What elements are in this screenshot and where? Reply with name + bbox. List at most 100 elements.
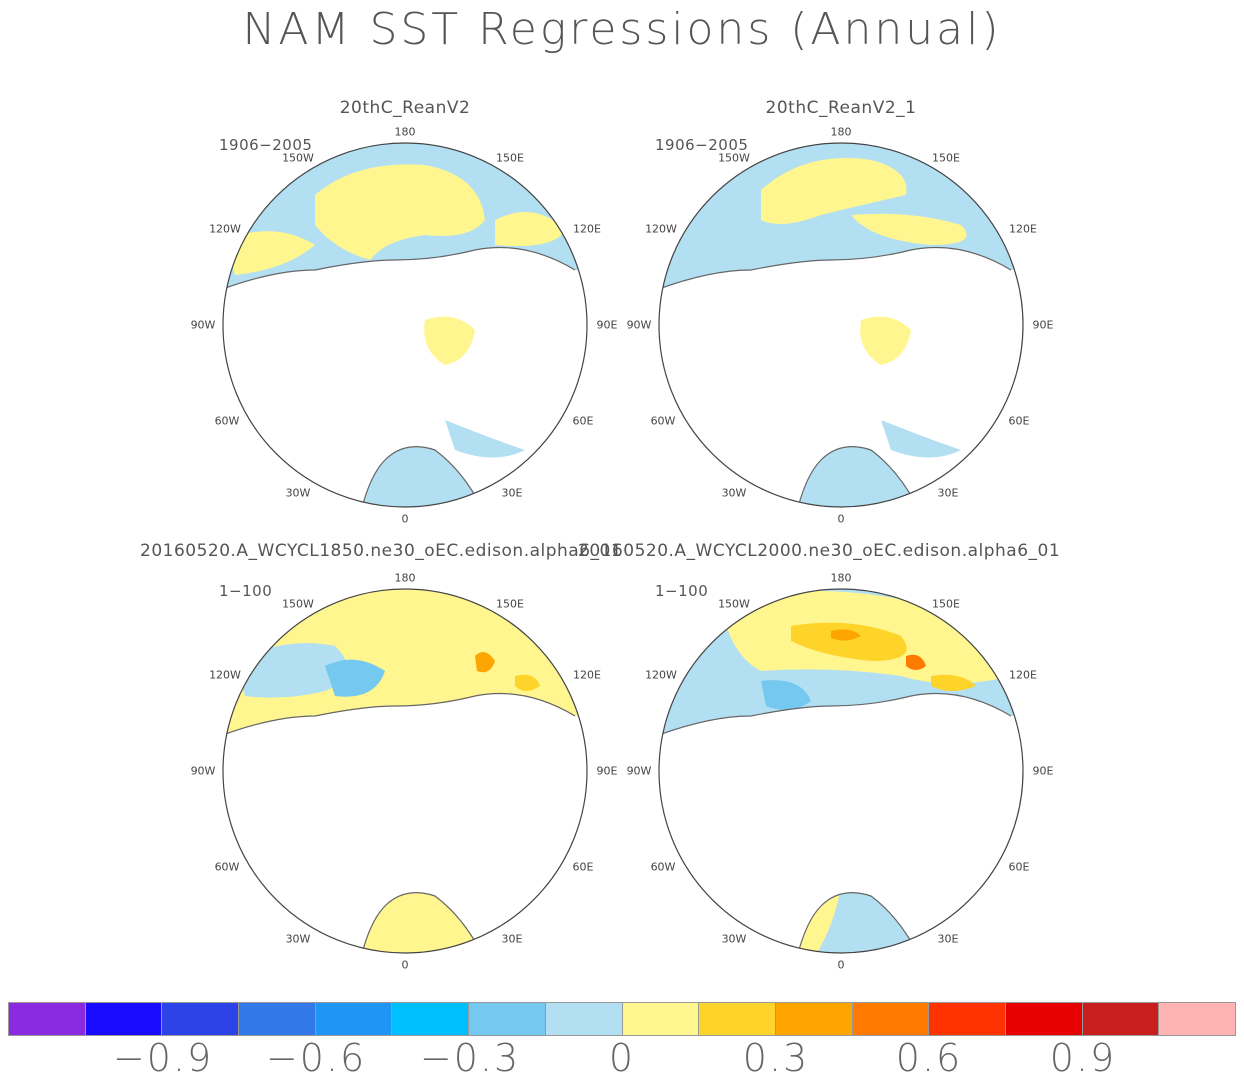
colorbar-swatch [239,1003,316,1035]
colorbar-swatch [775,1003,853,1035]
lon-label-60w: 60W [650,860,676,874]
positive-anomaly-region [495,212,565,246]
lon-label-120e: 120E [1009,668,1037,682]
map-boundary [658,142,1024,508]
lon-label-30w: 30W [285,932,311,946]
positive-anomaly-region [315,164,485,260]
lon-label-0: 0 [401,512,409,526]
positive-anomaly-region [424,316,475,365]
colorbar-swatch [162,1003,240,1035]
colorbar-tick: 0.3 [742,1036,810,1080]
panel-title: 20160520.A_WCYCL1850.ne30_oEC.edison.alp… [140,541,623,561]
lon-label-30e: 30E [937,932,959,946]
colorbar-swatch [1005,1003,1083,1035]
lon-label-60e: 60E [572,860,594,874]
lon-label-60w: 60W [214,860,240,874]
lon-label-180: 180 [394,571,416,585]
figure-title: NAM SST Regressions (Annual) [242,4,1002,55]
lon-label-0: 0 [837,512,845,526]
lon-label-90e: 90E [1032,764,1054,778]
lon-label-90e: 90E [596,318,618,332]
negative-anomaly-strong [325,659,385,697]
negative-anomaly-region [445,420,525,458]
colorbar-swatch [622,1003,700,1035]
map-boundary [222,588,588,954]
negative-anomaly-strong [761,680,811,710]
colorbar-swatch [699,1003,776,1035]
lon-label-30e: 30E [501,486,523,500]
colorbar-swatch [852,1003,930,1035]
lon-label-60e: 60E [1008,860,1030,874]
colorbar [8,1002,1236,1036]
positive-anomaly-region [851,213,967,245]
panel-title: 20thC_ReanV2 [339,98,471,118]
panel-period: 1−100 [219,582,273,600]
lon-label-120e: 120E [1009,222,1037,236]
lon-label-60e: 60E [1008,414,1030,428]
map-boundary [658,588,1024,954]
lon-label-0: 0 [837,958,845,972]
colorbar-swatch [469,1003,546,1035]
land-mask [659,247,1023,507]
panel-title: 20thC_ReanV2_1 [765,98,917,118]
lon-label-120w: 120W [209,668,241,682]
lon-label-90e: 90E [596,764,618,778]
negative-anomaly-region [881,420,961,458]
map-panel-4: 20160520.A_WCYCL2000.ne30_oEC.edison.alp… [578,541,1060,986]
land-mask [223,693,587,953]
map-panel-1: 20thC_ReanV2 1906−2005 180 150E 120E 90E… [191,98,618,540]
colorbar-swatch [392,1003,470,1035]
lon-label-90w: 90W [190,318,216,332]
lon-label-150e: 150E [932,151,960,165]
positive-anomaly-strong [475,652,495,673]
map-panel-3: 20160520.A_WCYCL1850.ne30_oEC.edison.alp… [140,541,622,986]
colorbar-tick: −0.3 [419,1036,521,1080]
colorbar-tick: 0.6 [895,1036,963,1080]
lon-label-120w: 120W [209,222,241,236]
colorbar-swatch [1082,1003,1160,1035]
map-panel-2: 20thC_ReanV2_1 1906−2005 180 150E 120E 9… [627,98,1054,540]
positive-anomaly-strong [831,629,861,641]
colorbar-tick: −0.6 [265,1036,367,1080]
lon-label-150e: 150E [496,597,524,611]
polar-map [222,588,588,954]
polar-map [658,142,1024,508]
panel-period: 1−100 [655,582,709,600]
lon-label-180: 180 [830,571,852,585]
positive-anomaly-moderate [791,622,907,661]
lon-label-90w: 90W [626,318,652,332]
positive-anomaly-region [761,158,907,224]
polar-map [222,142,588,508]
positive-anomaly-region [225,231,315,275]
lon-label-0: 0 [401,958,409,972]
colorbar-tick: −0.9 [112,1036,214,1080]
colorbar-swatch [315,1003,393,1035]
positive-anomaly-region [860,316,911,365]
lon-label-30w: 30W [721,486,747,500]
lon-label-60w: 60W [214,414,240,428]
lon-label-150w: 150W [282,597,314,611]
lon-label-150w: 150W [718,597,750,611]
lon-label-120e: 120E [573,668,601,682]
lon-label-150e: 150E [932,597,960,611]
polar-map [658,588,1024,954]
colorbar-tick: 0 [608,1036,636,1080]
lon-label-150e: 150E [496,151,524,165]
panel-period: 1906−2005 [219,136,313,154]
positive-anomaly-moderate [515,674,540,691]
lon-label-30e: 30E [937,486,959,500]
lon-label-150w: 150W [718,151,750,165]
colorbar-swatch [1159,1003,1235,1035]
colorbar-swatch [9,1003,86,1035]
lon-label-30e: 30E [501,932,523,946]
positive-anomaly-moderate [931,674,976,691]
lon-label-90e: 90E [1032,318,1054,332]
lon-label-120e: 120E [573,222,601,236]
lon-label-120w: 120W [645,222,677,236]
panel-period: 1906−2005 [655,136,749,154]
colorbar-swatch [545,1003,623,1035]
colorbar-tick: 0.9 [1049,1036,1117,1080]
land-mask [659,693,1023,953]
colorbar-swatch [85,1003,163,1035]
positive-anomaly-peak [906,654,926,670]
